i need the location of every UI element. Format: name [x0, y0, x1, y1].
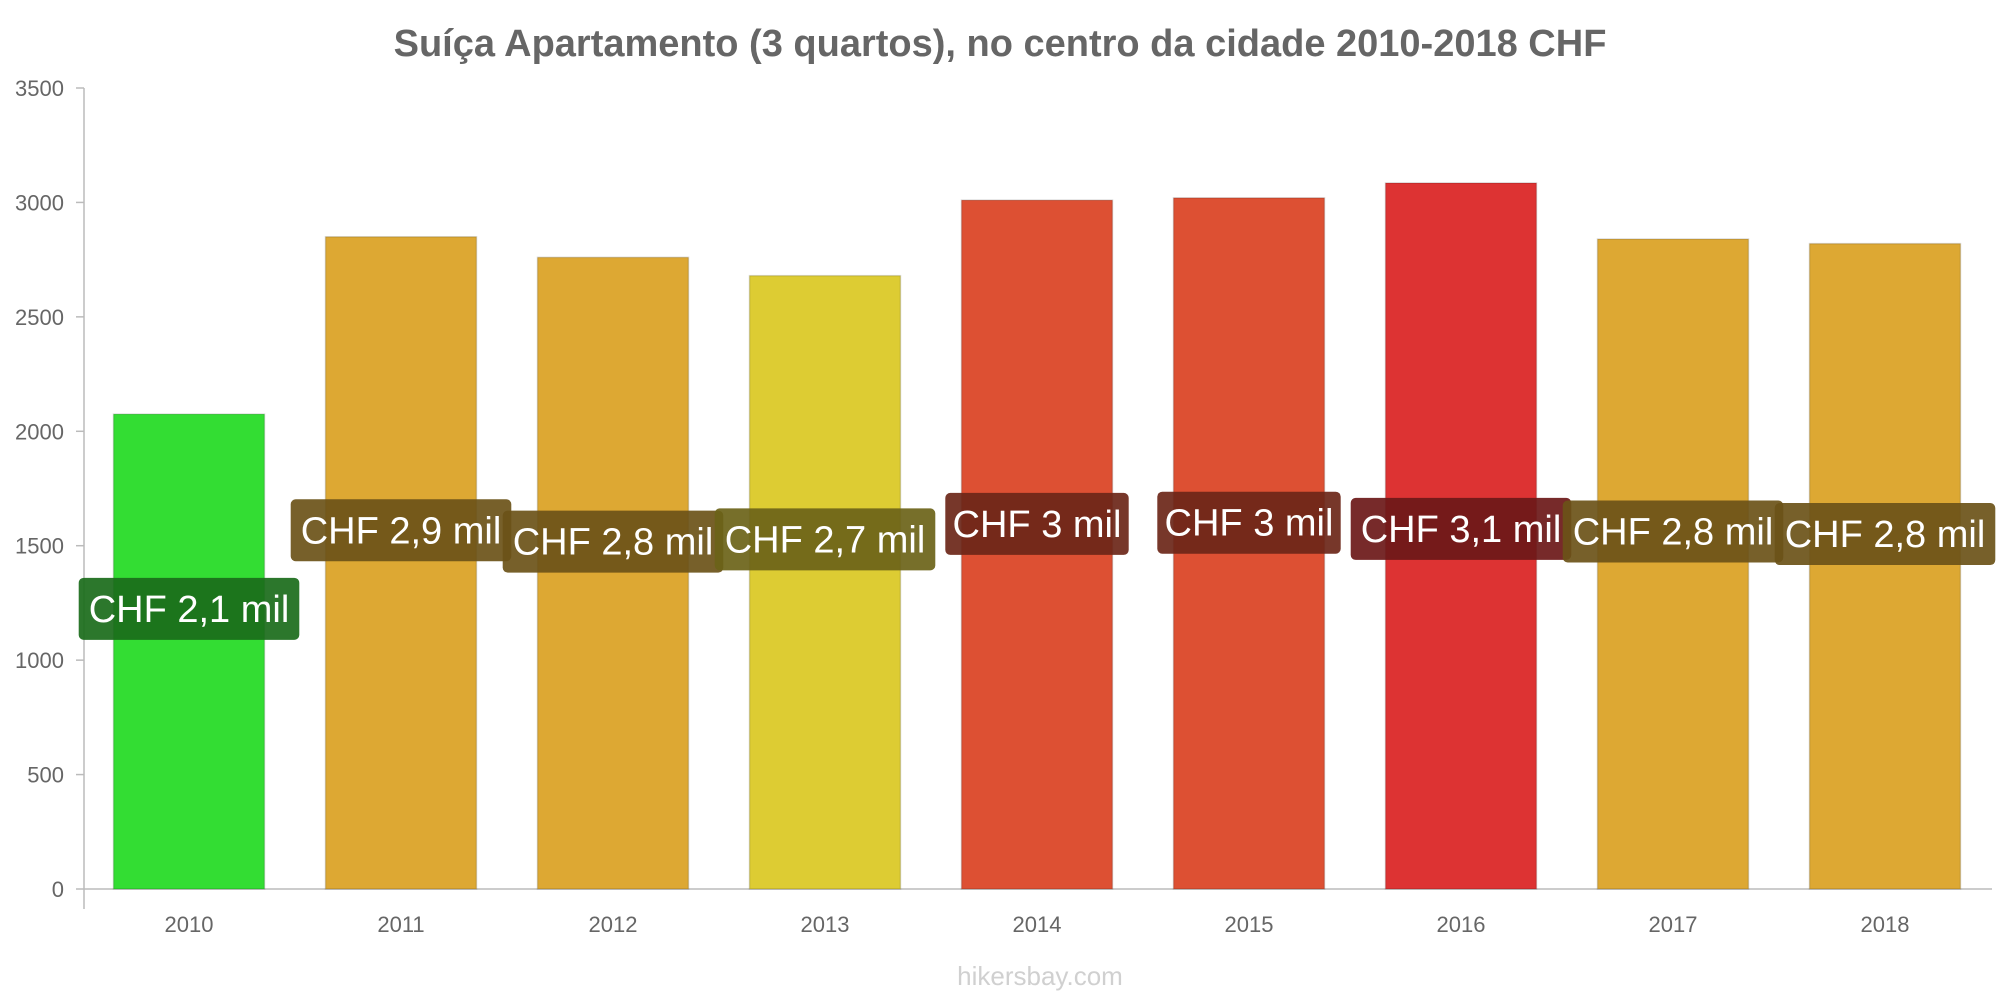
source-footer: hikersbay.com: [957, 961, 1123, 991]
y-tick-label: 2000: [15, 419, 64, 444]
y-tick-label: 3000: [15, 190, 64, 215]
data-label-box: [945, 492, 1129, 555]
data-label: CHF 2,9 mil: [301, 510, 502, 552]
data-label-box: [1562, 500, 1784, 563]
x-tick-label: 2017: [1649, 912, 1698, 937]
data-label-box: [1350, 497, 1572, 560]
x-tick-label: 2011: [377, 912, 424, 937]
x-tick-label: 2015: [1225, 912, 1274, 937]
data-label: CHF 2,1 mil: [89, 589, 290, 631]
x-axis: 2010 2011 2012 2013 2014 2015 2016 2017 2018: [84, 888, 1992, 937]
data-label: CHF 3,1 mil: [1361, 509, 1562, 551]
x-tick-label: 2014: [1013, 912, 1062, 937]
y-tick-label: 2500: [15, 305, 64, 330]
data-label: CHF 3 mil: [1165, 503, 1334, 545]
data-label-box: [1157, 491, 1341, 554]
data-label-box: [1774, 503, 1996, 566]
x-tick-label: 2010: [165, 912, 214, 937]
data-label-box: [714, 508, 936, 571]
data-label: CHF 2,7 mil: [725, 519, 926, 561]
y-axis: 0 500 1000 1500 2000 2500 3000 3500: [15, 76, 85, 909]
data-label: CHF 2,8 mil: [1785, 514, 1986, 556]
chart-title: Suíça Apartamento (3 quartos), no centro…: [394, 23, 1607, 65]
data-label: CHF 3 mil: [953, 504, 1122, 546]
data-label-box: [290, 499, 512, 562]
data-label: CHF 2,8 mil: [1573, 512, 1774, 554]
y-tick-label: 0: [52, 877, 64, 902]
y-tick-label: 500: [27, 763, 64, 788]
x-tick-label: 2013: [801, 912, 850, 937]
bar: [748, 274, 902, 890]
bar: [324, 236, 478, 890]
x-tick-label: 2012: [589, 912, 638, 937]
data-labels-group: CHF 2,1 mil CHF 2,9 mil CHF 2,8 mil CHF 2,7…: [78, 491, 1996, 640]
data-label-box: [78, 577, 300, 640]
x-tick-label: 2016: [1437, 912, 1486, 937]
y-tick-label: 3500: [15, 76, 64, 101]
bar: [112, 413, 266, 890]
y-tick-label: 1000: [15, 648, 64, 673]
bar: [1596, 238, 1750, 890]
bar: [536, 256, 690, 890]
data-label-box: [502, 510, 724, 573]
data-label: CHF 2,8 mil: [513, 522, 714, 564]
y-tick-label: 1500: [15, 534, 64, 559]
bar: [1808, 242, 1962, 890]
x-tick-label: 2018: [1861, 912, 1910, 937]
